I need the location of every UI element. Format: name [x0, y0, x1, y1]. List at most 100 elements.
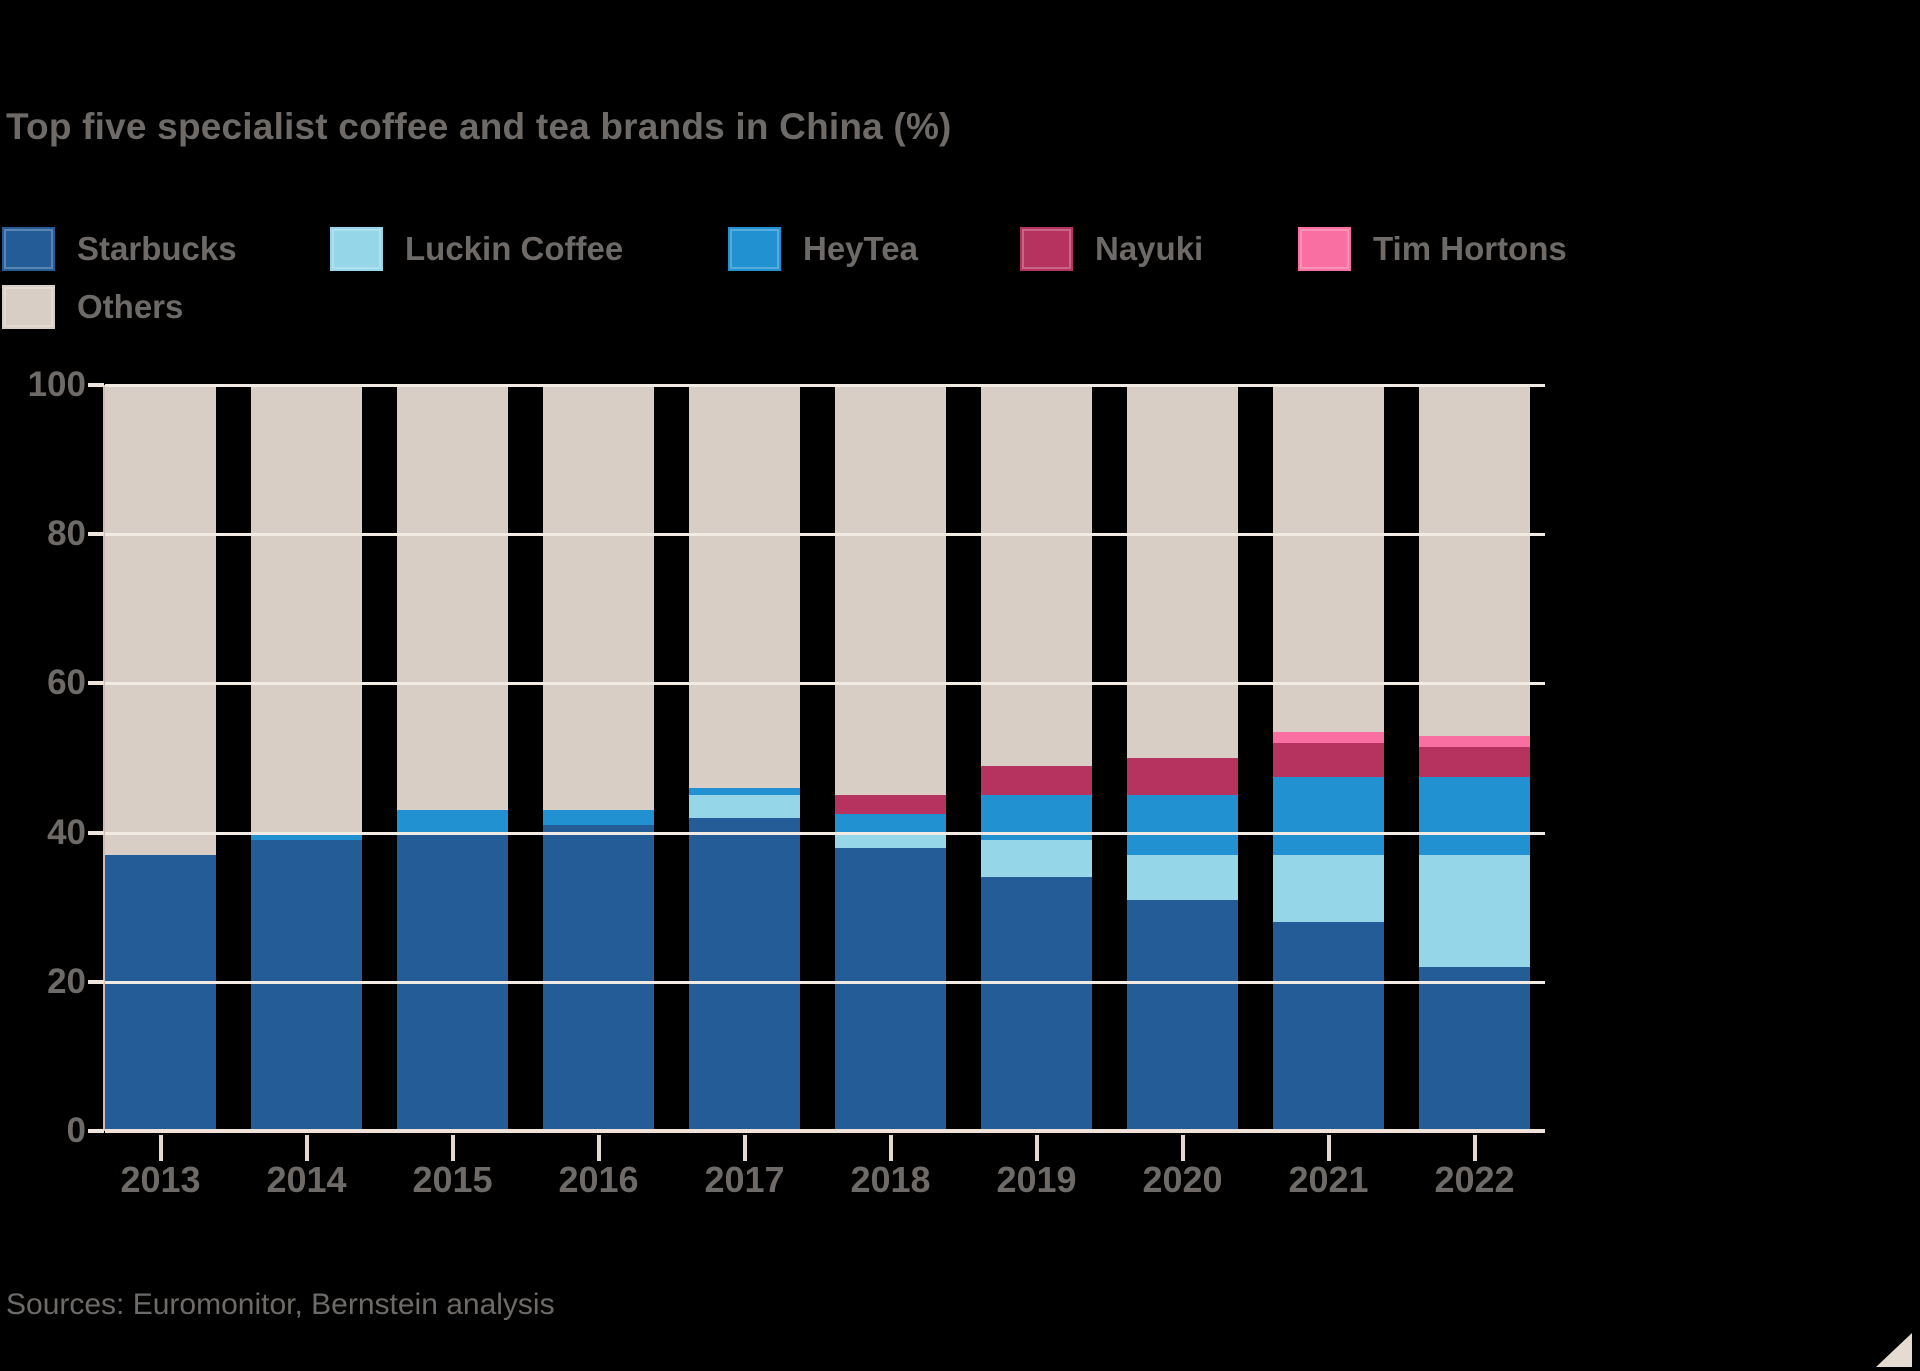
bar-2021 — [1273, 385, 1384, 1131]
bar-segment-luckin-coffee-2021 — [1273, 855, 1384, 923]
legend-item-luckin: Luckin Coffee — [330, 226, 623, 272]
gridline-100 — [105, 384, 1545, 387]
x-axis-label-2020: 2020 — [1142, 1159, 1223, 1200]
legend-label-tim-hortons: Tim Hortons — [1373, 230, 1567, 267]
x-axis-label-2021: 2021 — [1288, 1159, 1369, 1200]
bar-segment-nayuki-2021 — [1273, 743, 1384, 777]
bar-segment-starbucks-2022 — [1419, 966, 1530, 1131]
bar-segment-heytea-2015 — [397, 810, 508, 833]
bar-segment-others-2015 — [397, 385, 508, 811]
bar-segment-others-2017 — [689, 385, 800, 788]
y-axis-line — [103, 385, 105, 1131]
y-axis-label-100: 100 — [27, 365, 86, 404]
bar-segment-heytea-2017 — [689, 787, 800, 796]
x-axis-tick-2017 — [742, 1135, 747, 1161]
bar-segment-starbucks-2017 — [689, 817, 800, 1131]
bar-segment-heytea-2016 — [543, 810, 654, 826]
x-axis-label-2019: 2019 — [996, 1159, 1077, 1200]
bar-segment-luckin-coffee-2019 — [981, 840, 1092, 878]
legend-item-others: Others — [2, 284, 183, 330]
bar-segment-others-2019 — [981, 385, 1092, 766]
x-axis-label-2017: 2017 — [704, 1159, 785, 1200]
legend-item-nayuki: Nayuki — [1020, 226, 1203, 272]
resize-corner-icon — [1876, 1333, 1912, 1367]
x-axis-tick-2018 — [888, 1135, 893, 1161]
gridline-80 — [105, 533, 1545, 537]
gridline-20 — [105, 980, 1545, 984]
bar-segment-others-2020 — [1127, 385, 1238, 759]
legend-label-others: Others — [77, 288, 184, 325]
x-axis-label-2015: 2015 — [412, 1159, 493, 1200]
y-axis-tick-100 — [88, 383, 104, 387]
legend-swatch-nayuki — [1020, 227, 1073, 271]
bar-2022 — [1419, 385, 1530, 1131]
bar-segment-tim-hortons-2022 — [1419, 735, 1530, 747]
legend-label-starbucks: Starbucks — [77, 230, 237, 267]
y-axis-label-40: 40 — [47, 812, 86, 852]
bar-segment-others-2016 — [543, 385, 654, 811]
x-axis-tick-2020 — [1180, 1135, 1185, 1161]
y-axis-label-0: 0 — [66, 1111, 86, 1150]
y-axis-label-20: 20 — [47, 961, 86, 1001]
bar-segment-starbucks-2019 — [981, 877, 1092, 1131]
x-axis-tick-2013 — [158, 1135, 163, 1161]
bar-segment-starbucks-2018 — [835, 847, 946, 1131]
legend-item-tim-hortons: Tim Hortons — [1298, 226, 1567, 272]
y-axis-label-80: 80 — [47, 514, 86, 554]
bar-2014 — [251, 385, 362, 1131]
x-axis-line — [105, 1129, 1545, 1133]
y-axis-tick-40 — [88, 830, 104, 835]
bar-segment-starbucks-2016 — [543, 825, 654, 1131]
bar-2013 — [105, 385, 216, 1131]
x-axis-tick-2015 — [450, 1135, 455, 1161]
x-axis-tick-2014 — [304, 1135, 309, 1161]
bar-segment-luckin-coffee-2022 — [1419, 855, 1530, 967]
bar-segment-nayuki-2019 — [981, 765, 1092, 796]
legend-swatch-luckin — [330, 227, 383, 271]
x-axis-label-2018: 2018 — [850, 1159, 931, 1200]
bar-segment-others-2021 — [1273, 385, 1384, 732]
x-axis-tick-2019 — [1034, 1135, 1039, 1161]
x-axis-label-2014: 2014 — [266, 1159, 347, 1200]
legend-swatch-heytea — [728, 227, 781, 271]
bar-segment-nayuki-2022 — [1419, 746, 1530, 777]
x-axis-label-2013: 2013 — [120, 1159, 201, 1200]
x-axis-label-2022: 2022 — [1434, 1159, 1515, 1200]
source-note: Sources: Euromonitor, Bernstein analysis — [6, 1288, 555, 1321]
bar-segment-heytea-2014 — [251, 832, 362, 841]
legend-label-nayuki: Nayuki — [1095, 230, 1204, 267]
bar-2018 — [835, 385, 946, 1131]
x-axis-tick-2022 — [1472, 1135, 1477, 1161]
bar-segment-others-2018 — [835, 385, 946, 796]
bar-segment-heytea-2022 — [1419, 776, 1530, 855]
bar-segment-starbucks-2021 — [1273, 922, 1384, 1131]
legend-swatch-others — [2, 285, 55, 329]
y-axis-tick-80 — [88, 532, 104, 537]
bar-segment-nayuki-2020 — [1127, 758, 1238, 796]
bar-segment-luckin-coffee-2018 — [835, 832, 946, 848]
bar-segment-heytea-2021 — [1273, 776, 1384, 855]
bar-segment-heytea-2020 — [1127, 795, 1238, 855]
bar-2015 — [397, 385, 508, 1131]
bar-2016 — [543, 385, 654, 1131]
bar-segment-others-2014 — [251, 385, 362, 833]
legend-item-starbucks: Starbucks — [2, 226, 237, 272]
legend-swatch-tim-hortons — [1298, 227, 1351, 271]
bar-segment-others-2013 — [105, 385, 216, 855]
bar-2019 — [981, 385, 1092, 1131]
x-axis-tick-2021 — [1326, 1135, 1331, 1161]
y-axis-tick-0 — [88, 1129, 104, 1133]
y-axis-tick-20 — [88, 979, 104, 984]
gridline-40 — [105, 831, 1545, 835]
bar-2017 — [689, 385, 800, 1131]
y-axis-label-60: 60 — [47, 663, 86, 703]
bar-segment-nayuki-2018 — [835, 795, 946, 814]
bar-segment-starbucks-2020 — [1127, 899, 1238, 1131]
legend-label-heytea: HeyTea — [803, 230, 918, 267]
bar-segment-starbucks-2014 — [251, 840, 362, 1131]
legend-label-luckin: Luckin Coffee — [405, 230, 624, 267]
bar-segment-others-2022 — [1419, 385, 1530, 736]
bar-segment-luckin-coffee-2017 — [689, 795, 800, 818]
